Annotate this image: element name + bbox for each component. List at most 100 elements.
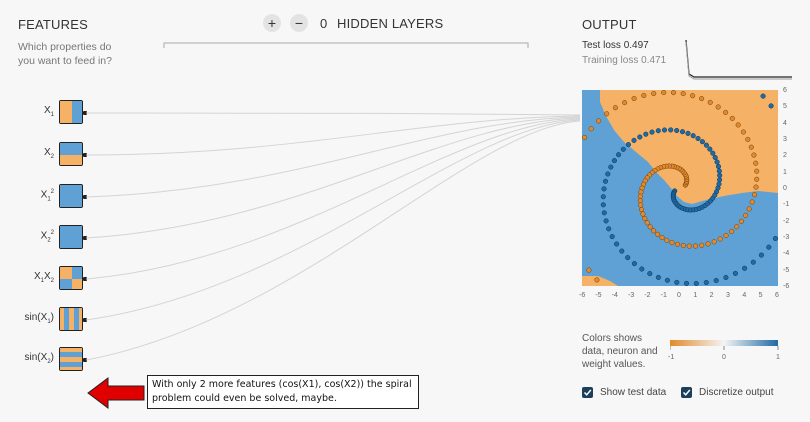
- data-point: [723, 233, 729, 239]
- x-tick-label: 4: [742, 292, 747, 299]
- remove-layer-button[interactable]: −: [290, 14, 308, 32]
- x-tick-label: 0: [677, 292, 681, 299]
- data-point: [606, 226, 612, 232]
- scale-max-label: 1: [776, 354, 780, 361]
- data-point: [732, 270, 738, 276]
- data-point: [655, 231, 661, 237]
- data-point: [680, 242, 686, 249]
- feature-output-knob: [83, 195, 87, 199]
- training-loss-value: 0.471: [641, 55, 667, 66]
- data-point: [641, 92, 647, 99]
- red-arrow-icon: [87, 377, 145, 409]
- x-tick-label: -4: [611, 292, 618, 299]
- data-point: [640, 211, 646, 217]
- training-loss: Training loss 0.471: [582, 55, 666, 66]
- x-tick-label: -5: [595, 292, 602, 299]
- data-point: [768, 103, 774, 109]
- data-point: [622, 100, 628, 106]
- show-test-data-label[interactable]: Show test data: [600, 387, 667, 398]
- data-point: [717, 236, 723, 242]
- data-point: [608, 164, 614, 170]
- data-point: [642, 215, 648, 222]
- data-point: [715, 104, 721, 110]
- data-point: [750, 259, 756, 265]
- data-point: [743, 212, 749, 218]
- data-point: [692, 243, 699, 249]
- layers-bracket: [163, 42, 529, 48]
- data-point: [707, 99, 713, 105]
- data-point: [612, 105, 618, 111]
- data-point: [670, 90, 677, 96]
- feature-toggle[interactable]: [59, 184, 83, 208]
- data-point: [751, 152, 757, 158]
- y-tick-label: 4: [783, 119, 787, 127]
- data-point: [699, 242, 705, 248]
- feature-toggle[interactable]: [59, 142, 83, 166]
- x-tick-label: 1: [693, 292, 698, 299]
- data-point: [651, 228, 657, 234]
- data-point: [734, 224, 740, 230]
- data-point: [625, 255, 631, 261]
- data-point: [631, 95, 637, 102]
- data-point: [674, 127, 680, 134]
- data-point: [668, 127, 674, 133]
- y-tick-label: -3: [783, 234, 790, 241]
- data-point: [685, 130, 691, 136]
- checkmark-icon: [682, 389, 691, 396]
- data-point: [735, 122, 741, 128]
- feature-toggle[interactable]: [59, 347, 83, 371]
- feature-output-knob: [83, 111, 87, 115]
- feature-toggle[interactable]: [59, 266, 83, 290]
- data-point: [703, 279, 709, 286]
- features-heading: FEATURES: [18, 17, 88, 32]
- feature-output-knob: [83, 236, 87, 240]
- data-point: [631, 261, 637, 267]
- data-point: [717, 177, 723, 183]
- data-point: [748, 144, 754, 150]
- data-point: [714, 159, 720, 165]
- feature-label: X12: [40, 189, 54, 203]
- data-point: [754, 168, 760, 174]
- discretize-output-checkbox[interactable]: [681, 387, 692, 398]
- data-point: [625, 142, 631, 148]
- y-tick-label: 0: [783, 185, 787, 192]
- data-point: [664, 277, 670, 283]
- data-point: [601, 210, 607, 216]
- feature-toggle[interactable]: [59, 307, 83, 331]
- data-point: [716, 181, 722, 187]
- show-test-data-checkbox[interactable]: [582, 387, 593, 398]
- data-point: [616, 152, 622, 158]
- data-point: [600, 194, 606, 200]
- data-point: [619, 248, 625, 254]
- data-point: [707, 146, 713, 152]
- x-tick-label: -1: [660, 292, 667, 299]
- data-point: [604, 111, 610, 117]
- y-tick-label: -5: [783, 266, 790, 274]
- data-point: [754, 176, 760, 182]
- discretize-output-label[interactable]: Discretize output: [699, 387, 774, 398]
- data-point: [651, 90, 657, 97]
- x-tick-label: 5: [758, 292, 763, 299]
- add-layer-button[interactable]: +: [263, 14, 281, 32]
- test-loss: Test loss 0.497: [582, 40, 649, 51]
- feature-toggle[interactable]: [59, 100, 83, 124]
- data-point: [644, 220, 650, 226]
- data-point: [751, 192, 758, 198]
- data-point: [655, 274, 661, 280]
- feature-label: X1X2: [33, 271, 54, 284]
- data-point: [729, 115, 735, 121]
- y-tick-label: 3: [783, 136, 787, 143]
- y-tick-label: -2: [783, 217, 790, 225]
- data-point: [674, 279, 680, 285]
- training-loss-label: Training loss: [582, 55, 639, 66]
- feature-toggle[interactable]: [59, 225, 83, 249]
- checkmark-icon: [583, 389, 592, 396]
- feature-label: sin(X2): [24, 352, 54, 365]
- data-point: [661, 90, 667, 96]
- data-point: [738, 218, 744, 224]
- scale-mid-label: 0: [722, 354, 726, 361]
- output-heading: OUTPUT: [582, 17, 637, 32]
- data-point: [602, 178, 609, 184]
- data-point: [753, 160, 759, 166]
- data-point: [596, 118, 602, 124]
